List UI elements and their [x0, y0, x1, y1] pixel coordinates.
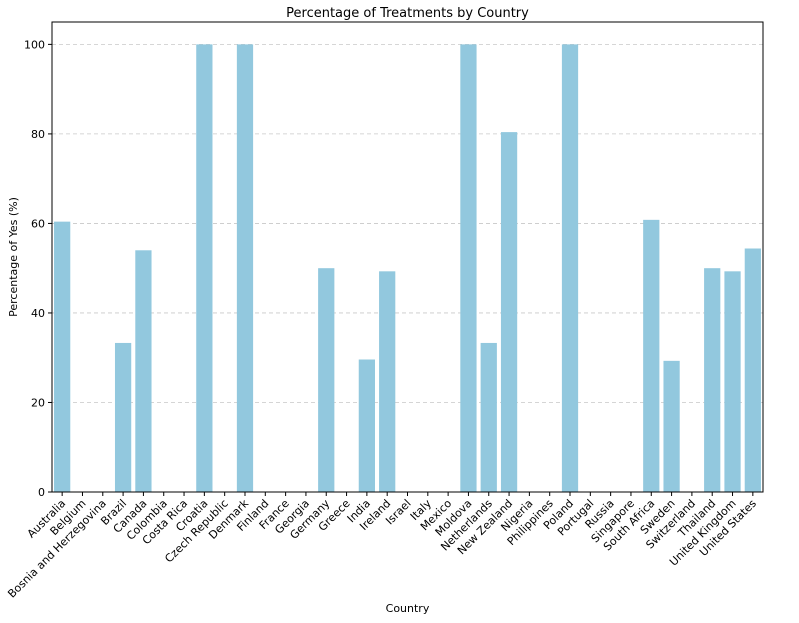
bar — [318, 268, 335, 492]
bar — [196, 44, 213, 492]
y-tick-label: 60 — [31, 217, 45, 230]
bar — [663, 360, 680, 492]
bar — [114, 342, 132, 492]
y-tick-label: 20 — [31, 396, 45, 409]
bar — [643, 219, 660, 492]
bar — [561, 44, 579, 492]
bar — [54, 221, 71, 492]
bar — [744, 248, 761, 492]
bar — [379, 271, 396, 492]
bar — [236, 44, 254, 492]
bar — [500, 132, 518, 492]
bar — [460, 44, 477, 492]
bar — [724, 271, 741, 492]
y-tick-label: 40 — [31, 307, 45, 320]
bar — [480, 342, 497, 492]
bar — [358, 359, 375, 492]
bar — [704, 268, 721, 492]
x-axis-title: Country — [386, 602, 430, 615]
y-tick-label: 100 — [24, 38, 45, 51]
y-axis-title: Percentage of Yes (%) — [7, 197, 20, 317]
y-tick-label: 0 — [38, 486, 45, 499]
bar — [135, 250, 152, 492]
y-axis-ticks: 0 20 40 60 80 100 — [24, 38, 52, 499]
chart-title: Percentage of Treatments by Country — [286, 6, 529, 21]
bars — [54, 44, 761, 492]
y-tick-label: 80 — [31, 128, 45, 141]
